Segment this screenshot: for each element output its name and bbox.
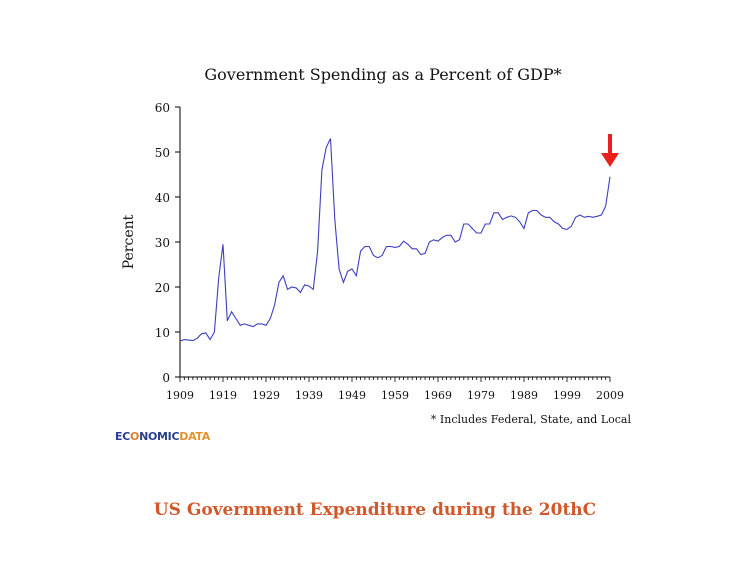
y-tick-label: 40 <box>155 191 170 205</box>
x-tick-label: 1909 <box>166 389 194 402</box>
x-tick-label: 1979 <box>467 389 495 402</box>
x-tick-label: 1949 <box>338 389 366 402</box>
y-ticks: 0 10 20 30 40 50 60 <box>155 101 180 385</box>
x-tick-label: 1929 <box>252 389 280 402</box>
axes <box>179 107 610 378</box>
x-tick-label: 1919 <box>209 389 237 402</box>
red-arrow-annotation <box>601 134 619 167</box>
slide-caption: US Government Expenditure during the 20t… <box>153 500 597 520</box>
chart-area: Government Spending as a Percent of GDP*… <box>121 65 632 426</box>
chart-footnote: * Includes Federal, State, and Local <box>431 413 632 426</box>
y-tick-label: 0 <box>162 371 170 385</box>
y-tick-label: 10 <box>155 326 170 340</box>
x-tick-label: 1989 <box>510 389 538 402</box>
arrow-head <box>601 153 619 167</box>
x-tick-label: 1969 <box>424 389 452 402</box>
x-ticks: 1909 1919 1929 1939 1949 1959 1969 1979 1989 1999… <box>166 377 624 402</box>
y-axis-label: Percent <box>121 214 137 269</box>
economicdata-logo: ECONOMICDATA <box>115 430 210 443</box>
y-tick-label: 60 <box>155 101 170 115</box>
x-tick-label: 2009 <box>596 389 624 402</box>
y-tick-label: 30 <box>155 236 170 250</box>
y-tick-label: 20 <box>155 281 170 295</box>
chart-title: Government Spending as a Percent of GDP* <box>204 65 561 84</box>
x-tick-label: 1999 <box>553 389 581 402</box>
x-tick-label: 1959 <box>381 389 409 402</box>
x-tick-label: 1939 <box>295 389 323 402</box>
y-tick-label: 50 <box>155 146 170 160</box>
series-line <box>179 138 611 342</box>
